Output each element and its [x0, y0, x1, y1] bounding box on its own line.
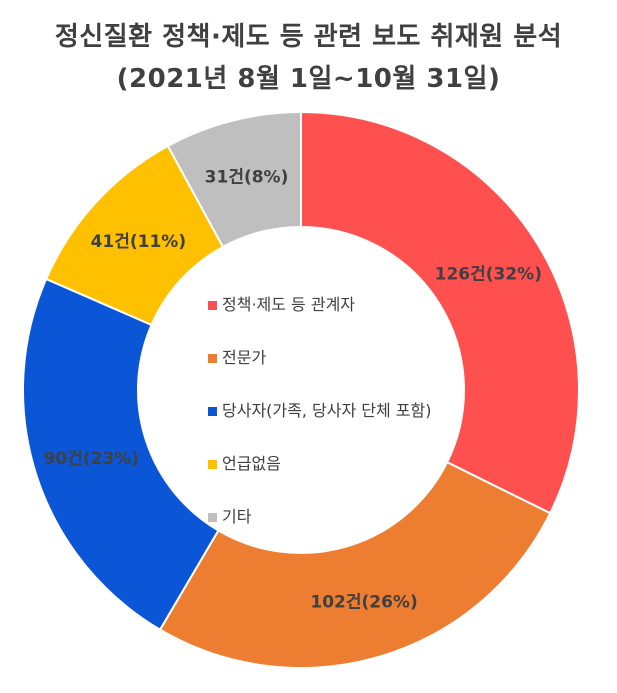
- legend-swatch-1: [208, 301, 217, 310]
- chart-title-line2: (2021년 8월 1일~10월 31일): [116, 64, 501, 94]
- data-label-4: 41건(11%): [91, 232, 187, 252]
- donut-slice-5: [166, 110, 302, 249]
- legend-label-2: 전문가: [222, 348, 266, 367]
- data-label-2: 102건(26%): [310, 592, 417, 612]
- donut-slice-3: [22, 277, 220, 631]
- chart-title-line1: 정신질환 정책·제도 등 관련 보도 취재원 분석: [54, 22, 563, 52]
- legend-swatch-2: [208, 354, 217, 363]
- legend-swatch-5: [208, 513, 217, 522]
- legend-label-3: 당사자(가족, 당사자 단체 포함): [222, 401, 431, 420]
- legend-label-5: 기타: [222, 507, 252, 526]
- data-label-1: 126건(32%): [435, 265, 542, 285]
- legend-label-1: 정책·제도 등 관계자: [222, 295, 355, 314]
- legend-swatch-4: [208, 460, 217, 469]
- data-label-5: 31건(8%): [205, 167, 289, 187]
- legend-swatch-3: [208, 407, 217, 416]
- donut-slice-2: [158, 460, 552, 669]
- data-label-3: 90건(23%): [44, 449, 140, 469]
- donut-slice-1: [300, 110, 580, 515]
- legend-label-4: 언급없음: [222, 454, 281, 473]
